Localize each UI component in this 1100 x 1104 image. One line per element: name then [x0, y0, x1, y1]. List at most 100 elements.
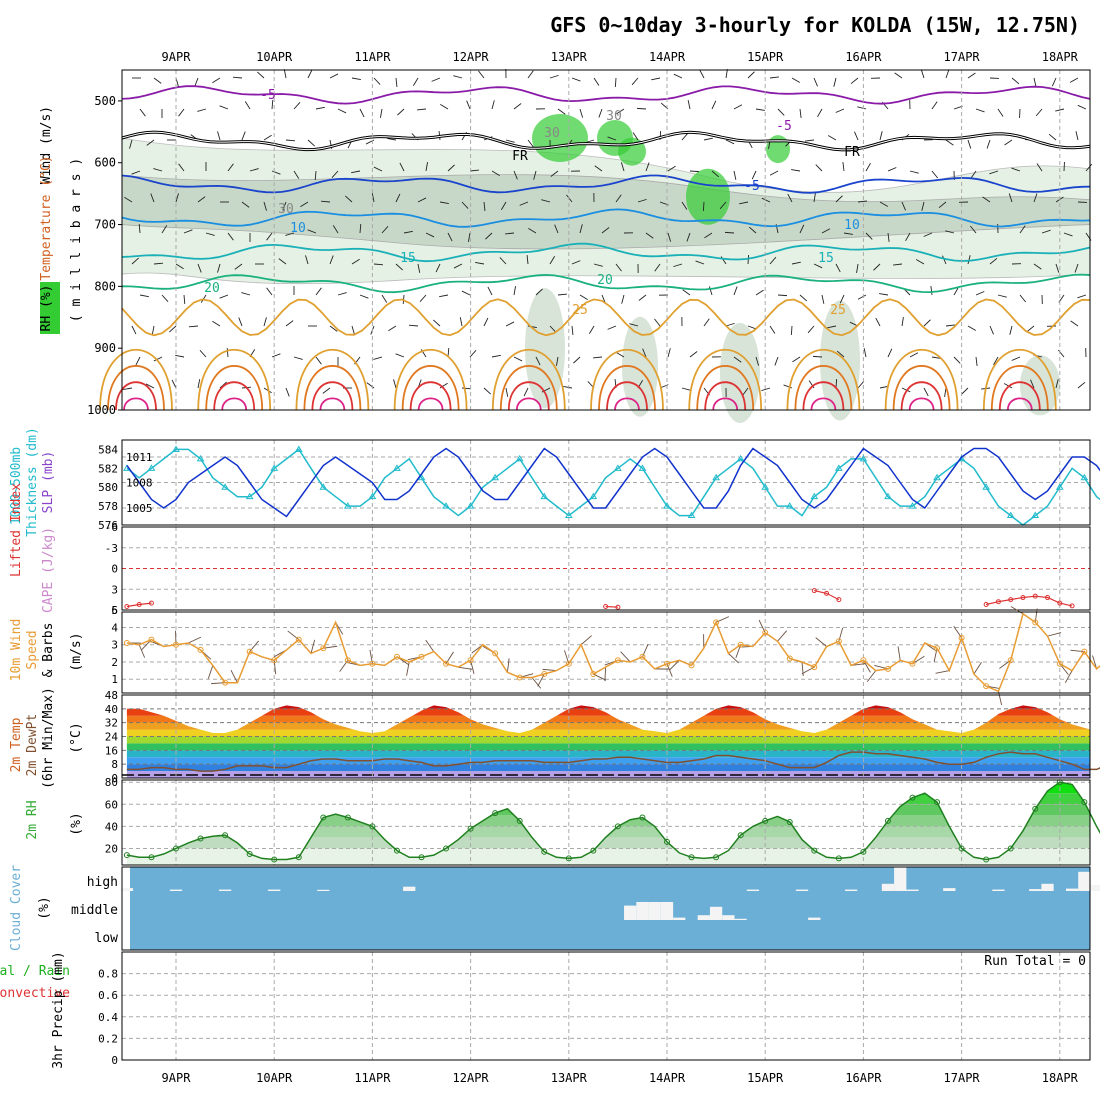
- cloud-high-bar: [268, 890, 280, 891]
- rh-shade-low: [820, 301, 860, 421]
- axis-label-rh: RH (%): [39, 285, 54, 332]
- chart-title: GFS 0~10day 3-hourly for KOLDA (15W, 12.…: [550, 13, 1080, 37]
- wind-barb: [690, 171, 699, 172]
- wind-barb: [791, 326, 792, 335]
- cloud-high-bar: [1078, 872, 1090, 891]
- y-tick-label-slp: 1011: [126, 451, 153, 464]
- y-tick-label-thickness: 582: [98, 462, 118, 475]
- cloud-high-bar: [845, 890, 857, 891]
- rh-shade-70: [686, 169, 730, 225]
- y-tick-label-cape: 5: [111, 604, 118, 617]
- wind-barb: [813, 356, 822, 357]
- y-tick-label: 500: [94, 94, 116, 108]
- wind-barb: [725, 232, 734, 233]
- cloud-mid-bar: [636, 902, 648, 920]
- axis-label-precip: 3hr Precip (mm): [51, 951, 66, 1068]
- y-tick-label: 1: [111, 673, 118, 686]
- axis-label-ms: (m/s): [69, 632, 84, 671]
- cloud-high-bar: [1090, 885, 1100, 891]
- date-label-top: 13APR: [551, 50, 588, 64]
- cloud-mid-bar: [649, 902, 661, 920]
- y-tick-label: 4: [111, 622, 118, 635]
- rh-shade-70: [532, 114, 588, 162]
- cloud-high-bar: [894, 867, 906, 891]
- cloud-level-label: high: [87, 875, 118, 890]
- date-label-bottom: 11APR: [354, 1071, 391, 1085]
- axis-label-millibars: ( m i l l i b a r s ): [69, 158, 84, 322]
- cloud-mid-bar: [698, 915, 710, 920]
- cloud-high-bar: [121, 888, 133, 891]
- contour-label: 30: [544, 126, 560, 141]
- temp-band: [122, 743, 1090, 750]
- date-label-top: 14APR: [649, 50, 686, 64]
- cloud-high-bar: [317, 890, 329, 891]
- date-label-top: 18APR: [1042, 50, 1079, 64]
- axis-label-barbs: & Barbs: [41, 623, 56, 678]
- contour-label: 25: [830, 303, 846, 318]
- y-tick-label: 800: [94, 279, 116, 293]
- axis-label-speed: Speed: [25, 630, 40, 669]
- cloud-high-bar: [882, 884, 894, 891]
- cloud-mid-bar: [624, 906, 636, 920]
- date-label-top: 11APR: [354, 50, 391, 64]
- y-tick-label: 1000: [87, 403, 116, 417]
- contour-label: 10: [290, 221, 306, 236]
- y-tick-label: 0.6: [98, 989, 118, 1002]
- contour-label: 20: [597, 273, 613, 288]
- y-tick-label: 40: [105, 703, 118, 716]
- contour-label: FR: [844, 145, 860, 160]
- contour-label: 25: [572, 303, 588, 318]
- cloud-high-bar: [170, 890, 182, 891]
- y-tick-label: 900: [94, 341, 116, 355]
- wind-barb: [615, 78, 616, 87]
- cloud-level-label: middle: [71, 903, 118, 918]
- contour-label: 15: [400, 251, 416, 266]
- contour-label: 20: [204, 281, 220, 296]
- date-label-bottom: 18APR: [1042, 1071, 1079, 1085]
- y-tick-label: 700: [94, 218, 116, 232]
- y-tick-label: 3: [111, 639, 118, 652]
- cloud-background: [130, 867, 1090, 950]
- y-tick-label-thickness: 578: [98, 500, 118, 513]
- cloud-high-bar: [1029, 889, 1041, 891]
- contour-label: 15: [818, 251, 834, 266]
- axis-label-dewpt2m: 2m DewPt: [25, 714, 40, 777]
- cloud-level-label: low: [95, 931, 119, 946]
- axis-label-minmax: (6hr Min/Max): [41, 687, 56, 789]
- date-label-bottom: 12APR: [453, 1071, 490, 1085]
- contour-label: FR: [512, 149, 528, 164]
- cloud-mid-bar: [710, 907, 722, 920]
- y-tick-label: 80: [105, 776, 118, 789]
- date-label-top: 9APR: [162, 50, 192, 64]
- y-tick-label: 48: [105, 689, 118, 702]
- y-tick-label: 60: [105, 798, 118, 811]
- cloud-high-bar: [1041, 884, 1053, 891]
- y-tick-label-li: -6: [105, 521, 118, 534]
- y-tick-label: 16: [105, 744, 118, 757]
- y-tick-label: 0.2: [98, 1032, 118, 1045]
- date-label-bottom: 10APR: [256, 1071, 293, 1085]
- y-tick-label-thickness: 580: [98, 481, 118, 494]
- y-tick-label: 0.4: [98, 1011, 118, 1024]
- axis-label-li: Lifted Index: [9, 483, 24, 577]
- date-label-top: 15APR: [747, 50, 784, 64]
- contour-label: -5: [744, 179, 760, 194]
- axis-label-degc: (°C): [69, 722, 84, 753]
- cloud-high-bar: [219, 890, 231, 891]
- cloud-mid-bar: [808, 918, 820, 920]
- axis-label-cloud-pct: (%): [37, 896, 52, 919]
- date-label-bottom: 14APR: [649, 1071, 686, 1085]
- y-tick-label: 40: [105, 820, 118, 833]
- y-tick-label: 600: [94, 156, 116, 170]
- contour-label: -5: [260, 88, 276, 103]
- cloud-high-bar: [796, 890, 808, 891]
- date-label-bottom: 16APR: [845, 1071, 882, 1085]
- y-tick-label: 32: [105, 717, 118, 730]
- wind-barb: [703, 202, 704, 211]
- cloud-mid-bar: [673, 918, 685, 920]
- temp-band: [122, 737, 1090, 744]
- date-label-top: 17APR: [944, 50, 981, 64]
- axis-label-rh2m: 2m RH: [25, 800, 40, 839]
- y-tick-label: 20: [105, 842, 118, 855]
- y-tick-label-thickness: 584: [98, 443, 118, 456]
